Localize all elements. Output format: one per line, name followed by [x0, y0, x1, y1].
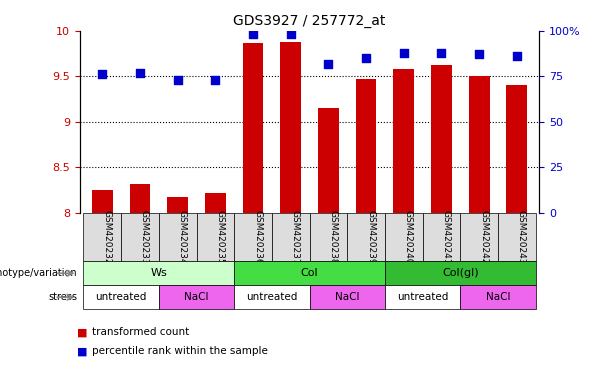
- Bar: [129, 184, 150, 213]
- Bar: [385, 285, 460, 309]
- Text: stress: stress: [48, 292, 77, 302]
- Text: transformed count: transformed count: [92, 327, 189, 337]
- Text: GSM420242: GSM420242: [479, 210, 488, 264]
- Bar: [121, 213, 159, 261]
- Text: genotype/variation: genotype/variation: [0, 268, 77, 278]
- Text: NaCl: NaCl: [185, 292, 209, 302]
- Text: ■: ■: [77, 327, 87, 337]
- Point: [135, 70, 145, 76]
- Text: untreated: untreated: [96, 292, 147, 302]
- Title: GDS3927 / 257772_at: GDS3927 / 257772_at: [234, 14, 386, 28]
- Text: GSM420238: GSM420238: [329, 210, 337, 265]
- Bar: [385, 261, 536, 285]
- Bar: [83, 285, 159, 309]
- Bar: [431, 65, 452, 213]
- Text: GSM420236: GSM420236: [253, 210, 262, 265]
- Bar: [506, 85, 527, 213]
- Bar: [205, 193, 226, 213]
- Bar: [234, 261, 385, 285]
- Bar: [92, 190, 113, 213]
- Bar: [234, 285, 310, 309]
- Bar: [356, 79, 376, 213]
- Text: GSM420235: GSM420235: [215, 210, 224, 265]
- Point: [248, 31, 258, 37]
- Bar: [83, 261, 234, 285]
- Text: percentile rank within the sample: percentile rank within the sample: [92, 346, 268, 356]
- Text: Col: Col: [301, 268, 318, 278]
- Text: Col(gl): Col(gl): [442, 268, 479, 278]
- Bar: [422, 213, 460, 261]
- Text: Ws: Ws: [150, 268, 167, 278]
- Text: GSM420241: GSM420241: [441, 210, 451, 264]
- Bar: [498, 213, 536, 261]
- Text: untreated: untreated: [397, 292, 448, 302]
- Text: NaCl: NaCl: [485, 292, 510, 302]
- Text: untreated: untreated: [246, 292, 297, 302]
- Bar: [159, 285, 234, 309]
- Bar: [243, 43, 264, 213]
- Bar: [460, 285, 536, 309]
- Text: GSM420232: GSM420232: [102, 210, 112, 264]
- Bar: [272, 213, 310, 261]
- Bar: [318, 108, 339, 213]
- Point: [286, 31, 295, 37]
- Bar: [159, 213, 197, 261]
- Bar: [310, 285, 385, 309]
- Bar: [347, 213, 385, 261]
- Bar: [167, 197, 188, 213]
- Text: GSM420239: GSM420239: [366, 210, 375, 265]
- Text: NaCl: NaCl: [335, 292, 359, 302]
- Bar: [394, 69, 414, 213]
- Text: GSM420237: GSM420237: [291, 210, 300, 265]
- Text: GSM420240: GSM420240: [404, 210, 413, 264]
- Bar: [310, 213, 347, 261]
- Point: [474, 51, 484, 58]
- Bar: [83, 213, 121, 261]
- Point: [173, 77, 183, 83]
- Point: [399, 50, 409, 56]
- Bar: [197, 213, 234, 261]
- Text: GSM420243: GSM420243: [517, 210, 526, 264]
- Bar: [385, 213, 422, 261]
- Point: [436, 50, 446, 56]
- Point: [324, 60, 333, 66]
- Bar: [460, 213, 498, 261]
- Point: [210, 77, 220, 83]
- Text: GSM420234: GSM420234: [178, 210, 187, 264]
- Bar: [469, 76, 490, 213]
- Text: ■: ■: [77, 346, 87, 356]
- Bar: [280, 41, 301, 213]
- Text: GSM420233: GSM420233: [140, 210, 149, 265]
- Point: [361, 55, 371, 61]
- Point: [97, 71, 107, 78]
- Point: [512, 53, 522, 59]
- Bar: [234, 213, 272, 261]
